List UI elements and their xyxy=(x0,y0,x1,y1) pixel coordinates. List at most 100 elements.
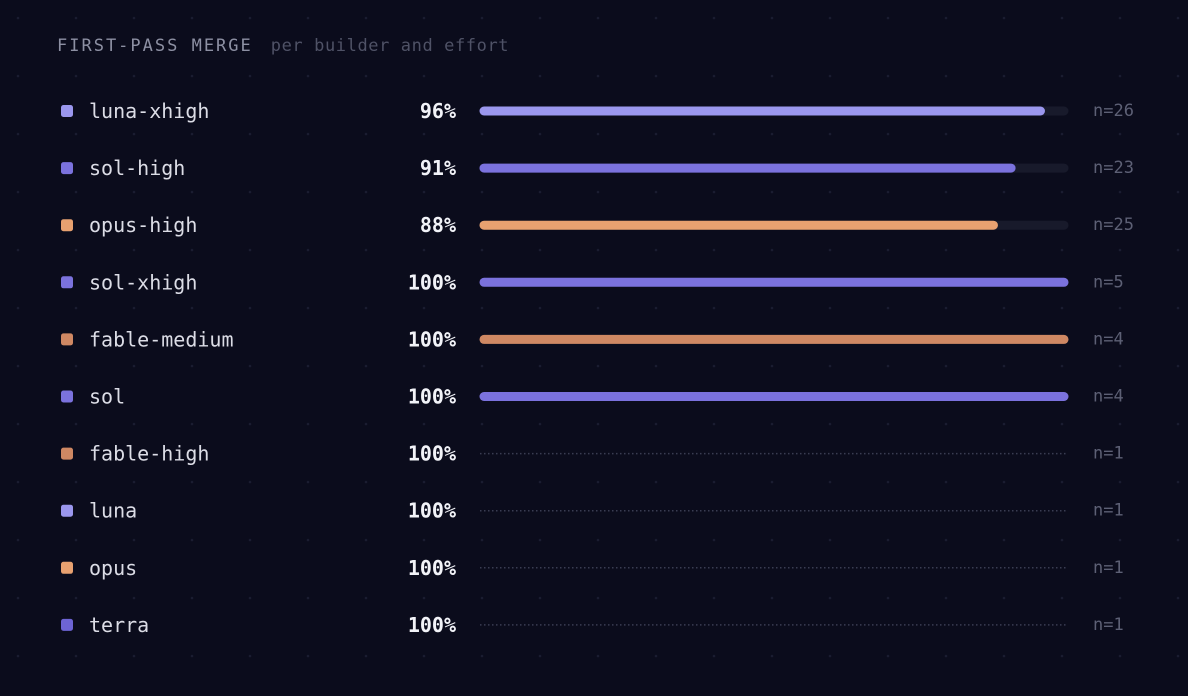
row-sample-count: n=4 xyxy=(1093,329,1124,349)
row-label: opus xyxy=(89,556,137,580)
background-dot xyxy=(306,480,310,484)
row-sample-count: n=23 xyxy=(1093,158,1134,178)
background-dot xyxy=(306,596,310,600)
background-dot xyxy=(422,422,426,426)
background-dot xyxy=(828,654,832,658)
background-dot xyxy=(306,364,310,368)
background-dot xyxy=(422,596,426,600)
background-dot xyxy=(596,422,600,426)
background-dot xyxy=(1060,422,1064,426)
background-dot xyxy=(886,132,890,136)
background-dot xyxy=(596,190,600,194)
background-dot xyxy=(1060,654,1064,658)
legend-swatch xyxy=(61,219,73,232)
background-dot xyxy=(886,306,890,310)
background-dot xyxy=(422,74,426,78)
legend-swatch xyxy=(61,162,73,175)
background-dot xyxy=(74,74,78,78)
background-dot xyxy=(364,480,368,484)
background-dot xyxy=(944,480,948,484)
row-percentage: 100% xyxy=(408,613,456,637)
background-dot xyxy=(1176,132,1180,136)
background-dot xyxy=(538,16,542,20)
background-dot xyxy=(886,480,890,484)
background-dot xyxy=(480,190,484,194)
background-dot xyxy=(480,132,484,136)
background-dot xyxy=(364,132,368,136)
background-dot xyxy=(1118,596,1122,600)
background-dot xyxy=(190,654,194,658)
background-dot xyxy=(1002,654,1006,658)
background-dot xyxy=(16,248,20,252)
background-dot xyxy=(596,306,600,310)
background-dot xyxy=(248,422,252,426)
background-dot xyxy=(74,480,78,484)
background-dot xyxy=(74,248,78,252)
background-dot xyxy=(712,538,716,542)
background-dot xyxy=(74,190,78,194)
background-dot xyxy=(422,364,426,368)
background-dot xyxy=(1060,596,1064,600)
background-dot xyxy=(480,422,484,426)
background-dot xyxy=(364,306,368,310)
background-dot xyxy=(1002,480,1006,484)
background-dot xyxy=(364,364,368,368)
background-dot xyxy=(74,364,78,368)
background-dot xyxy=(886,190,890,194)
background-dot xyxy=(1060,16,1064,20)
background-dot xyxy=(654,596,658,600)
background-dot xyxy=(654,480,658,484)
background-dot xyxy=(306,16,310,20)
background-dot xyxy=(16,74,20,78)
background-dot xyxy=(828,190,832,194)
background-dot xyxy=(712,16,716,20)
row-sample-count: n=1 xyxy=(1093,615,1124,635)
background-dot xyxy=(74,596,78,600)
background-dot xyxy=(1176,538,1180,542)
background-dot xyxy=(480,248,484,252)
background-dot xyxy=(74,538,78,542)
background-dot xyxy=(828,480,832,484)
background-dot xyxy=(190,538,194,542)
background-dot xyxy=(364,596,368,600)
background-dot xyxy=(364,422,368,426)
background-dot xyxy=(770,248,774,252)
background-dot xyxy=(654,364,658,368)
row-percentage: 88% xyxy=(420,213,456,237)
background-dot xyxy=(596,538,600,542)
row-label: sol-high xyxy=(89,156,185,180)
background-dot xyxy=(538,190,542,194)
background-dot xyxy=(16,132,20,136)
row-sample-count: n=1 xyxy=(1093,501,1124,521)
background-dot xyxy=(1118,132,1122,136)
background-dot xyxy=(828,306,832,310)
background-dot xyxy=(306,538,310,542)
background-dot xyxy=(1060,74,1064,78)
legend-swatch xyxy=(61,504,73,517)
background-dot xyxy=(364,538,368,542)
background-dot xyxy=(944,422,948,426)
background-dot xyxy=(132,190,136,194)
background-dot xyxy=(422,16,426,20)
chart-header: FIRST-PASS MERGE per builder and effort xyxy=(57,36,509,56)
background-dot xyxy=(422,480,426,484)
legend-swatch xyxy=(61,618,73,631)
background-dot xyxy=(886,654,890,658)
background-dot xyxy=(16,538,20,542)
background-dot xyxy=(596,364,600,368)
background-dot xyxy=(306,654,310,658)
background-dot xyxy=(132,16,136,20)
background-dot xyxy=(538,422,542,426)
background-dot xyxy=(248,596,252,600)
background-dot xyxy=(596,16,600,20)
background-dot xyxy=(132,596,136,600)
background-dot xyxy=(190,306,194,310)
background-dot xyxy=(770,422,774,426)
row-label: luna xyxy=(89,499,137,523)
chart-subtitle: per builder and effort xyxy=(270,36,510,56)
background-dot xyxy=(1060,480,1064,484)
background-dot xyxy=(944,74,948,78)
background-dot xyxy=(1176,480,1180,484)
row-label: fable-high xyxy=(89,442,209,466)
row-sample-count: n=1 xyxy=(1093,444,1124,464)
